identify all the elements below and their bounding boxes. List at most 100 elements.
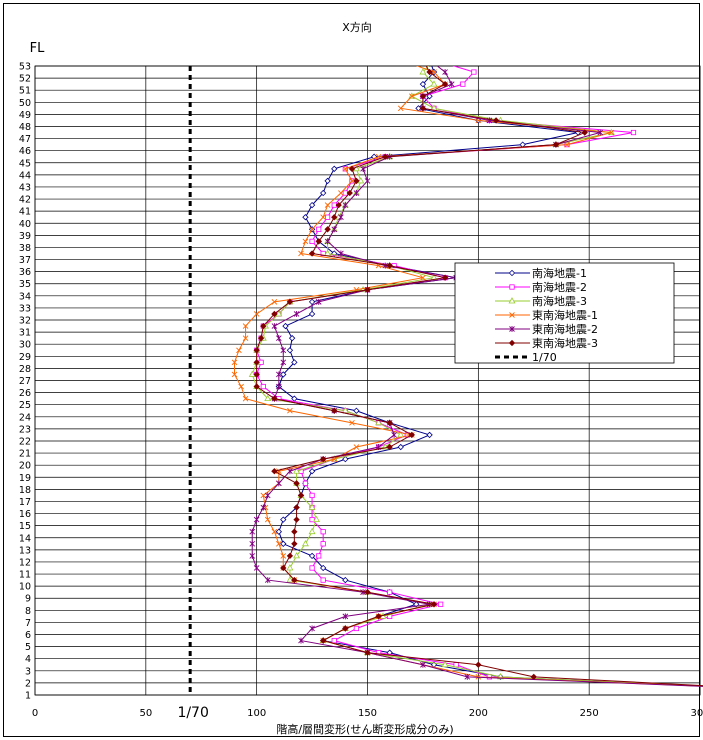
marker-diamond (291, 528, 298, 535)
marker-asterisk (342, 613, 349, 620)
marker-asterisk (276, 371, 282, 378)
y-tick-label: 36 (19, 267, 31, 278)
marker-asterisk (293, 310, 300, 317)
marker-diamond (291, 540, 298, 547)
marker-diamond (280, 516, 287, 523)
marker-diamond (397, 443, 404, 451)
marker-diamond (419, 105, 427, 112)
y-tick-label: 35 (19, 279, 31, 290)
legend-label: 南海地震-3 (532, 294, 587, 308)
legend-label: 南海地震-1 (532, 266, 587, 280)
marker-asterisk (331, 226, 338, 233)
y-tick-label: 53 (19, 62, 31, 73)
y-tick-label: 28 (19, 364, 31, 375)
marker-square (387, 589, 393, 595)
marker-triangle (301, 539, 309, 547)
marker-square (453, 662, 459, 668)
marker-x (238, 383, 244, 390)
y-tick-label: 23 (19, 424, 31, 435)
marker-diamond (320, 455, 327, 463)
marker-triangle (419, 68, 427, 75)
marker-diamond (441, 80, 449, 88)
marker-square (432, 58, 436, 62)
legend-label: 1/70 (532, 351, 557, 364)
marker-asterisk (260, 504, 267, 511)
marker-x (242, 335, 249, 341)
y-tick-label: 1 (25, 691, 31, 702)
marker-x (271, 528, 278, 535)
marker-diamond (320, 637, 327, 644)
marker-triangle (441, 660, 449, 668)
marker-diamond (420, 57, 425, 62)
y-tick-label: 34 (19, 291, 31, 302)
y-tick-label: 3 (25, 666, 31, 677)
marker-diamond (280, 564, 287, 572)
marker-asterisk (420, 661, 426, 668)
y-tick-label: 12 (19, 557, 31, 568)
marker-diamond (331, 407, 338, 414)
marker-x (242, 395, 249, 402)
marker-diamond (308, 552, 316, 560)
marker-diamond (308, 468, 316, 475)
marker-x (231, 371, 238, 378)
marker-asterisk (271, 323, 278, 330)
marker-diamond (308, 201, 316, 209)
marker-square (438, 601, 444, 607)
marker-x (342, 165, 349, 172)
marker-x (398, 57, 403, 62)
marker-diamond (286, 552, 294, 560)
marker-diamond (342, 455, 349, 463)
marker-asterisk (587, 45, 592, 51)
marker-diamond (348, 165, 356, 172)
y-tick-label: 51 (19, 86, 31, 97)
marker-x (353, 444, 360, 450)
marker-diamond (426, 68, 433, 76)
marker-diamond (288, 334, 296, 342)
marker-x (260, 492, 267, 499)
marker-diamond (291, 359, 298, 366)
marker-asterisk (338, 250, 344, 257)
marker-triangle (248, 370, 256, 377)
marker-diamond (271, 395, 278, 402)
marker-square (316, 226, 322, 232)
y-tick-label: 37 (19, 255, 31, 266)
marker-x (264, 516, 271, 523)
x-tick-label: 150 (358, 708, 377, 719)
y-tick-label: 29 (19, 352, 31, 363)
chart-title: X方向 (342, 20, 372, 34)
marker-diamond (293, 480, 300, 487)
marker-asterisk (464, 673, 471, 680)
y-tick-label: 25 (19, 400, 31, 411)
marker-diamond (282, 322, 289, 330)
y-tick-label: 30 (19, 340, 31, 351)
y-tick-label: 40 (19, 219, 31, 230)
marker-asterisk (382, 262, 389, 269)
marker-triangle (264, 394, 272, 402)
y-tick-label: 5 (25, 642, 31, 653)
marker-triangle (313, 515, 320, 523)
marker-asterisk (264, 577, 271, 584)
marker-diamond (364, 589, 371, 596)
marker-asterisk (324, 238, 331, 245)
marker-diamond (386, 443, 393, 451)
marker-x (287, 407, 293, 414)
y-tick-label: 41 (19, 207, 31, 218)
marker-asterisk (287, 468, 293, 475)
y-tick-label: 8 (25, 606, 31, 617)
marker-diamond (331, 214, 338, 221)
y-tick-label: 22 (19, 436, 31, 447)
marker-x (409, 93, 415, 100)
marker-x (271, 299, 278, 305)
marker-diamond (342, 576, 349, 584)
marker-square (353, 625, 360, 632)
marker-x (608, 129, 615, 136)
y-tick-label: 10 (19, 582, 31, 593)
x-tick-label: 200 (469, 708, 488, 719)
y-tick-label: 47 (19, 134, 31, 145)
x-tick-label: 250 (580, 708, 599, 719)
plot-area-border (34, 65, 701, 696)
y-tick-label: 2 (25, 678, 31, 689)
marker-x (564, 141, 570, 148)
marker-diamond (364, 286, 371, 293)
marker-x (631, 45, 636, 50)
